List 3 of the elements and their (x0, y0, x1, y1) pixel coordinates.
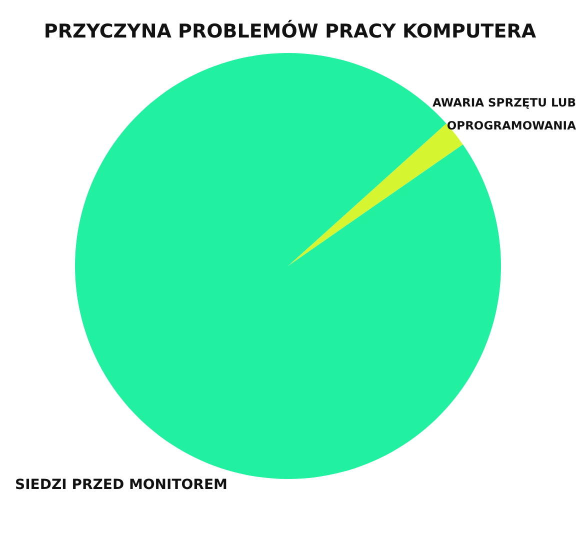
slice-label: AWARIA SPRZĘTU LUB OPROGRAMOWANIA (432, 96, 576, 132)
slice-label: SIEDZI PRZED MONITOREM (15, 477, 228, 493)
chart-title: PRZYCZYNA PROBLEMÓW PRACY KOMPUTERA (44, 20, 536, 42)
